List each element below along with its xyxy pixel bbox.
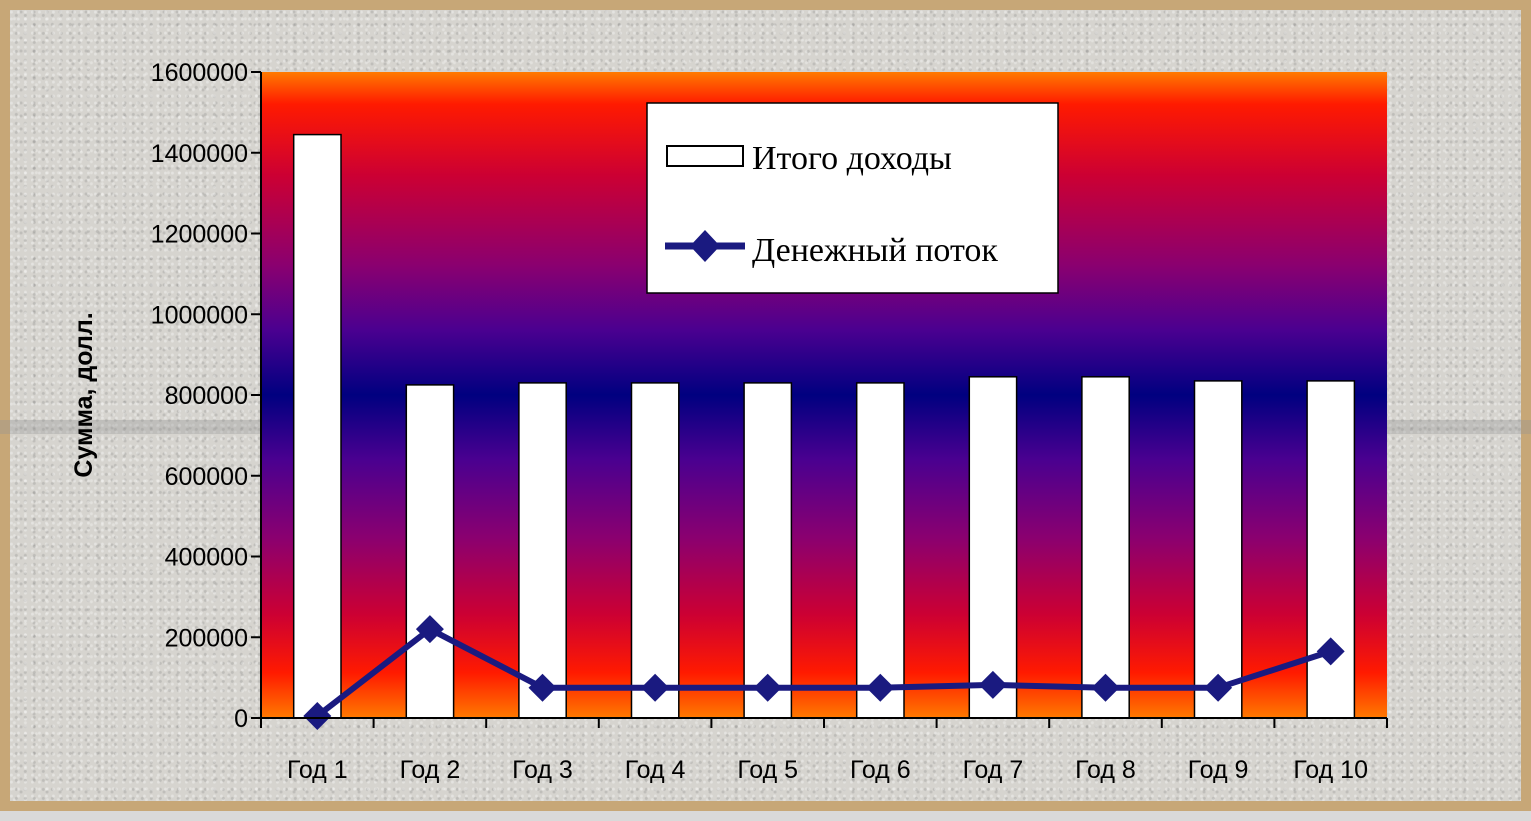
bar-8 <box>1081 376 1130 719</box>
x-tick-label: Год 5 <box>737 756 798 784</box>
x-tick-label: Год 8 <box>1075 756 1136 784</box>
cashflow-point-3 <box>528 673 557 702</box>
bar-3 <box>518 382 567 719</box>
cashflow-point-1 <box>303 701 332 730</box>
cashflow-point-7 <box>978 670 1007 699</box>
bar-7 <box>968 376 1018 719</box>
y-tick-label: 400000 <box>165 544 248 572</box>
bar-6 <box>855 382 905 719</box>
y-tick-label: 1000000 <box>151 301 248 329</box>
cashflow-point-5 <box>753 673 782 702</box>
y-tick-label: 200000 <box>165 624 248 652</box>
x-tick-label: Год 10 <box>1293 756 1368 784</box>
y-tick-label: 1600000 <box>151 59 248 87</box>
x-tick-label: Год 1 <box>287 756 348 784</box>
chart-svg: 0 200000 400000 600000 800000 1000000 1200000 1… <box>70 59 1388 784</box>
bar-10 <box>1306 380 1356 719</box>
y-tick-label: 1200000 <box>151 221 248 249</box>
bar-2 <box>405 384 455 719</box>
cashflow-point-6 <box>866 673 895 702</box>
y-tick-label: 600000 <box>165 463 248 491</box>
legend-label-cashflow: Денежный поток <box>752 232 998 269</box>
legend-box <box>646 102 1059 294</box>
legend: Итого доходы Денежный поток <box>646 102 1059 294</box>
y-tick-label: 0 <box>234 705 248 733</box>
y-tick-label: 800000 <box>165 382 248 410</box>
bar-5 <box>743 382 793 719</box>
y-axis-title: Сумма, долл. <box>70 312 98 477</box>
bar-9 <box>1193 380 1243 719</box>
x-tick-label: Год 4 <box>625 756 686 784</box>
x-tick-label: Год 3 <box>512 756 573 784</box>
cashflow-point-2 <box>415 615 444 644</box>
legend-diamond-marker <box>690 230 720 262</box>
bar-1 <box>292 133 342 719</box>
legend-bar-swatch <box>666 145 744 167</box>
x-tick-label: Год 9 <box>1188 756 1249 784</box>
legend-label-income: Итого доходы <box>752 140 952 177</box>
y-tick-label: 1400000 <box>151 140 248 168</box>
x-tick-label: Год 7 <box>963 756 1024 784</box>
cashflow-point-4 <box>641 673 670 702</box>
x-tick-label: Год 2 <box>400 756 461 784</box>
cashflow-point-10 <box>1316 637 1345 666</box>
bar-4 <box>630 382 680 719</box>
cashflow-point-9 <box>1204 673 1233 702</box>
x-tick-label: Год 6 <box>850 756 911 784</box>
cashflow-point-8 <box>1091 673 1120 702</box>
cashflow-line <box>315 626 1332 719</box>
